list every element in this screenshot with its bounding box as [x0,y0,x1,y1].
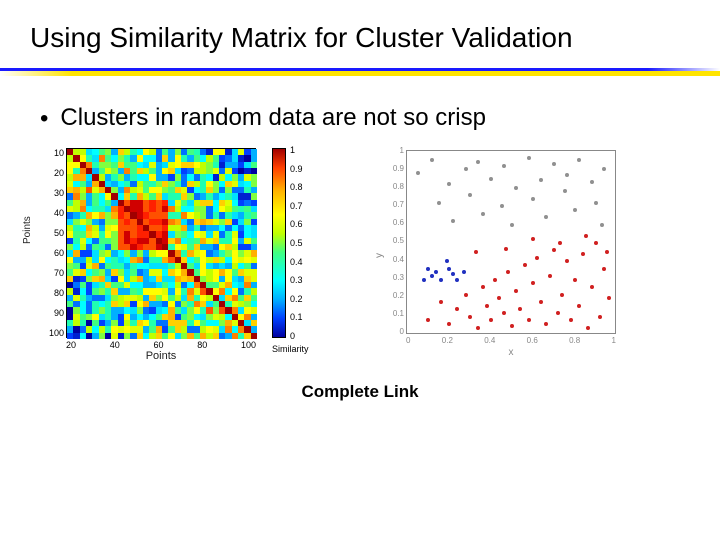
colorbar: 10.90.80.70.60.50.40.30.20.10 Similarity [272,148,332,348]
scatter-plot: y 10.90.80.70.60.50.40.30.20.10 00.20.40… [380,146,640,366]
scatter-x-ticks: 00.20.40.60.81 [406,336,616,345]
slide-title: Using Similarity Matrix for Cluster Vali… [30,22,690,54]
chart-caption: Complete Link [0,382,720,402]
colorbar-gradient [272,148,286,338]
separator-yellow [0,71,720,76]
colorbar-ticks: 10.90.80.70.60.50.40.30.20.10 [290,145,303,341]
heatmap-y-ticks: 102030405060708090100 [40,148,64,338]
scatter-xlabel: x [406,347,616,358]
heatmap-ylabel: Points [22,216,33,244]
separator-bar [0,68,720,76]
scatter-canvas [406,150,616,334]
similarity-heatmap: Points 102030405060708090100 20406080100… [40,144,340,364]
bullet-text: Clusters in random data are not so crisp [60,104,486,132]
colorbar-label: Similarity [272,344,332,354]
bullet-item: • Clusters in random data are not so cri… [40,104,690,134]
heatmap-canvas [66,148,256,338]
heatmap-xlabel: Points [66,350,256,362]
scatter-y-ticks: 10.90.80.70.60.50.40.30.20.10 [380,146,404,336]
heatmap-x-ticks: 20406080100 [66,340,256,350]
bullet-dot-icon: • [40,104,48,134]
